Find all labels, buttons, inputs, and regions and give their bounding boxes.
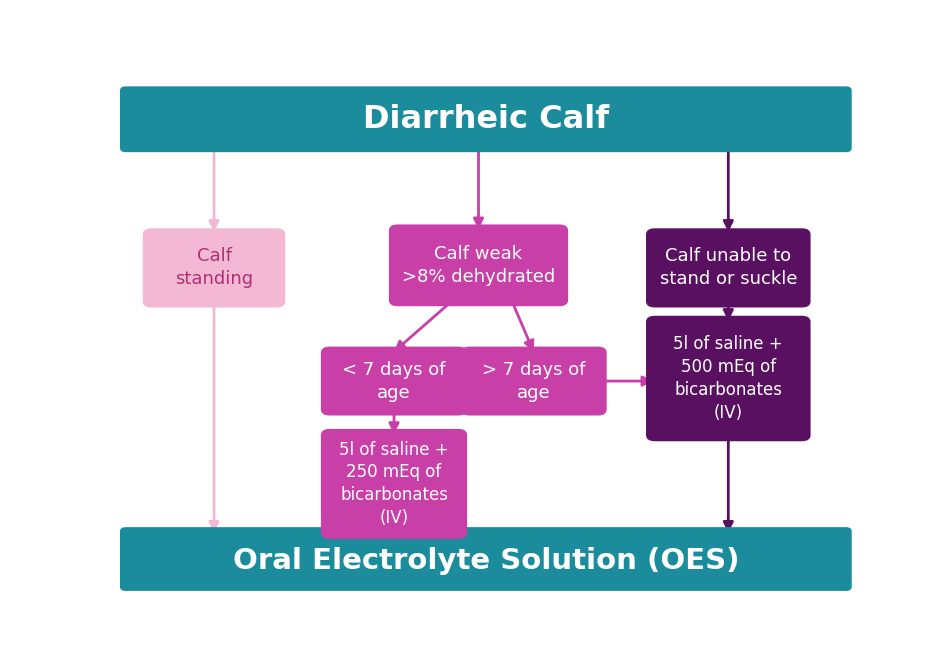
Text: Diarrheic Calf: Diarrheic Calf: [363, 104, 609, 135]
Text: Calf unable to
stand or suckle: Calf unable to stand or suckle: [660, 247, 797, 289]
FancyBboxPatch shape: [646, 316, 811, 442]
FancyBboxPatch shape: [120, 86, 851, 152]
Text: > 7 days of
age: > 7 days of age: [482, 361, 585, 401]
FancyBboxPatch shape: [321, 429, 467, 539]
FancyBboxPatch shape: [461, 347, 607, 415]
Text: 5l of saline +
250 mEq of
bicarbonates
(IV): 5l of saline + 250 mEq of bicarbonates (…: [339, 441, 448, 527]
Text: Calf weak
>8% dehydrated: Calf weak >8% dehydrated: [402, 245, 556, 286]
FancyBboxPatch shape: [321, 347, 467, 415]
Text: Oral Electrolyte Solution (OES): Oral Electrolyte Solution (OES): [232, 546, 739, 574]
FancyBboxPatch shape: [389, 224, 568, 306]
Text: < 7 days of
age: < 7 days of age: [342, 361, 446, 401]
FancyBboxPatch shape: [143, 228, 285, 307]
FancyBboxPatch shape: [120, 527, 851, 591]
FancyBboxPatch shape: [646, 228, 811, 307]
Text: Calf
standing: Calf standing: [175, 247, 253, 289]
Text: 5l of saline +
500 mEq of
bicarbonates
(IV): 5l of saline + 500 mEq of bicarbonates (…: [673, 335, 783, 422]
